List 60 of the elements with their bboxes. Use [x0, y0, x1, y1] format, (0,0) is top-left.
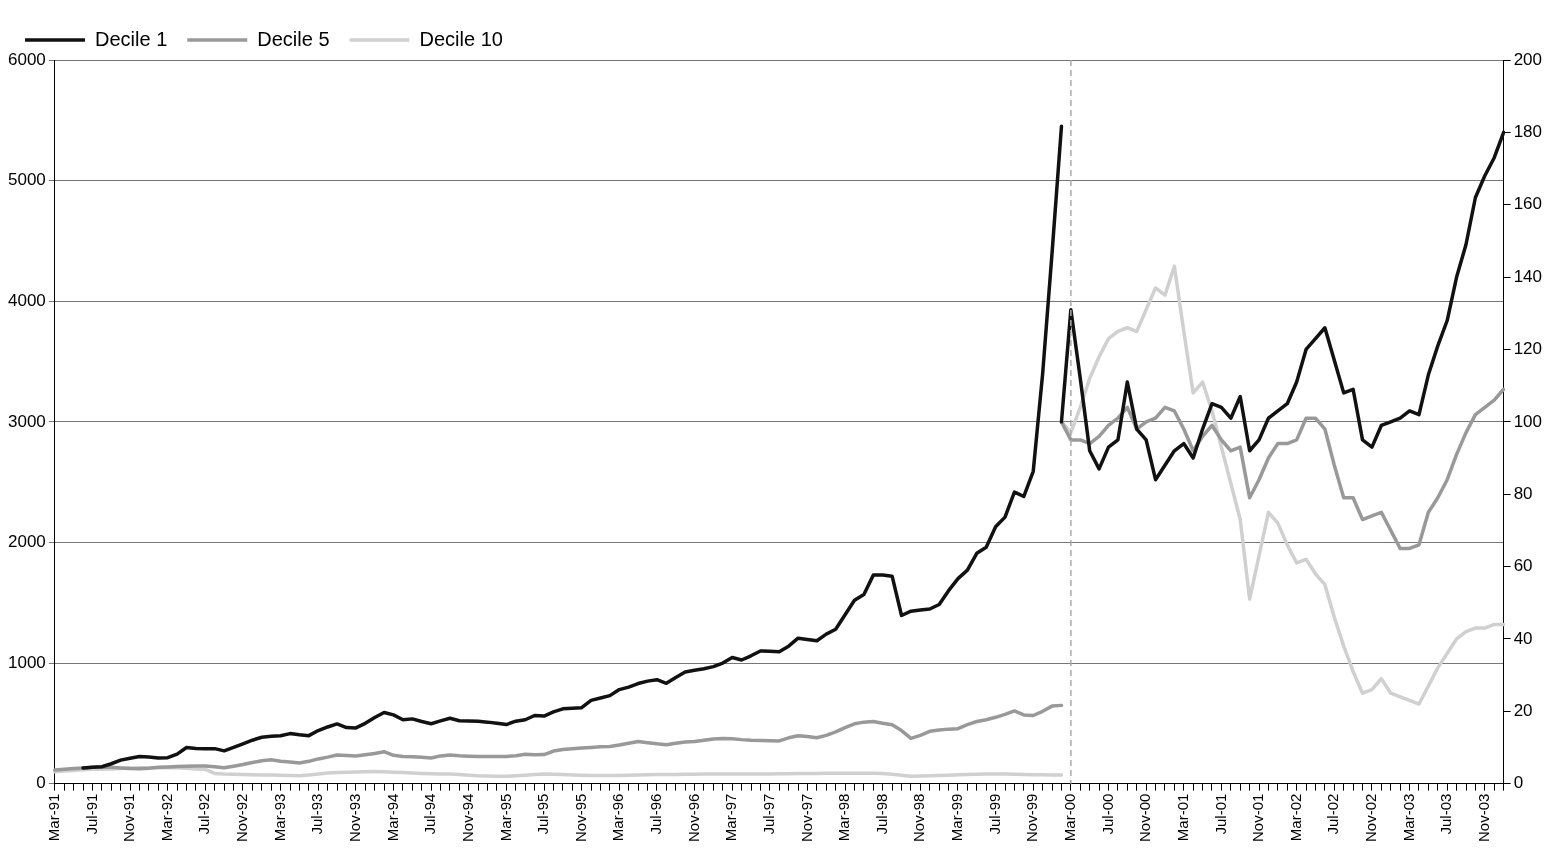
y2-tick-label: 180 — [1513, 122, 1543, 142]
y-tick-label: 4000 — [7, 290, 46, 310]
y-tick-label: 5000 — [7, 170, 46, 190]
y2-tick-label: 200 — [1513, 49, 1543, 69]
x-tick-label: Mar-98 — [835, 793, 853, 842]
x-tick-label: Mar-00 — [1061, 793, 1079, 842]
y-tick-label: 1000 — [7, 652, 46, 672]
x-tick-label: Nov-93 — [346, 793, 364, 842]
y-tick-label: 3000 — [7, 411, 46, 431]
x-tick-label: Jul-99 — [985, 793, 1003, 835]
x-tick-label: Jul-01 — [1211, 793, 1229, 835]
y2-tick-label: 20 — [1513, 700, 1533, 720]
y-tick-label: 0 — [36, 773, 46, 793]
x-tick-label: Mar-92 — [157, 793, 175, 842]
x-tick-label: Nov-00 — [1136, 793, 1154, 842]
x-tick-label: Jul-96 — [647, 793, 665, 835]
y2-tick-label: 0 — [1513, 773, 1524, 793]
x-tick-label: Mar-99 — [948, 793, 966, 842]
x-tick-label: Mar-02 — [1286, 793, 1304, 842]
x-tick-label: Mar-95 — [496, 793, 514, 842]
y-tick-label: 6000 — [7, 49, 46, 69]
y2-tick-label: 160 — [1513, 194, 1543, 214]
x-tick-label: Jul-91 — [82, 793, 100, 835]
y2-tick-label: 120 — [1513, 339, 1543, 359]
x-tick-label: Jul-97 — [759, 793, 777, 835]
x-tick-label: Mar-01 — [1173, 793, 1191, 842]
x-tick-label: Nov-96 — [684, 793, 702, 842]
x-tick-label: Nov-97 — [797, 793, 815, 842]
y2-tick-label: 60 — [1513, 556, 1533, 576]
x-tick-label: Mar-93 — [270, 793, 288, 842]
x-tick-label: Nov-02 — [1362, 793, 1380, 842]
legend-label: Decile 5 — [257, 27, 330, 50]
x-tick-label: Mar-03 — [1399, 793, 1417, 842]
y2-tick-label: 140 — [1513, 266, 1543, 286]
x-tick-label: Jul-02 — [1324, 793, 1342, 835]
x-tick-label: Jul-93 — [308, 793, 326, 835]
x-tick-label: Mar-97 — [722, 793, 740, 842]
y2-tick-label: 40 — [1513, 628, 1533, 648]
x-tick-label: Jul-92 — [195, 793, 213, 835]
x-tick-label: Nov-91 — [120, 793, 138, 842]
legend-label: Decile 10 — [419, 27, 503, 50]
y2-tick-label: 100 — [1513, 411, 1543, 431]
x-tick-label: Nov-03 — [1474, 793, 1492, 842]
x-tick-label: Nov-99 — [1023, 793, 1041, 842]
legend-label: Decile 1 — [95, 27, 168, 50]
x-tick-label: Jul-03 — [1437, 793, 1455, 835]
x-tick-label: Nov-94 — [458, 793, 476, 842]
y-tick-label: 2000 — [7, 532, 46, 552]
x-tick-label: Jul-94 — [421, 793, 439, 835]
x-tick-label: Mar-94 — [383, 793, 401, 842]
x-tick-label: Nov-95 — [571, 793, 589, 842]
x-tick-label: Jul-00 — [1098, 793, 1116, 835]
x-tick-label: Nov-01 — [1249, 793, 1267, 842]
x-tick-label: Mar-96 — [609, 793, 627, 842]
x-tick-label: Jul-98 — [872, 793, 890, 835]
x-tick-label: Nov-92 — [233, 793, 251, 842]
x-tick-label: Nov-98 — [910, 793, 928, 842]
x-tick-label: Mar-91 — [44, 793, 62, 842]
x-tick-label: Jul-95 — [534, 793, 552, 835]
y2-tick-label: 80 — [1513, 483, 1533, 503]
